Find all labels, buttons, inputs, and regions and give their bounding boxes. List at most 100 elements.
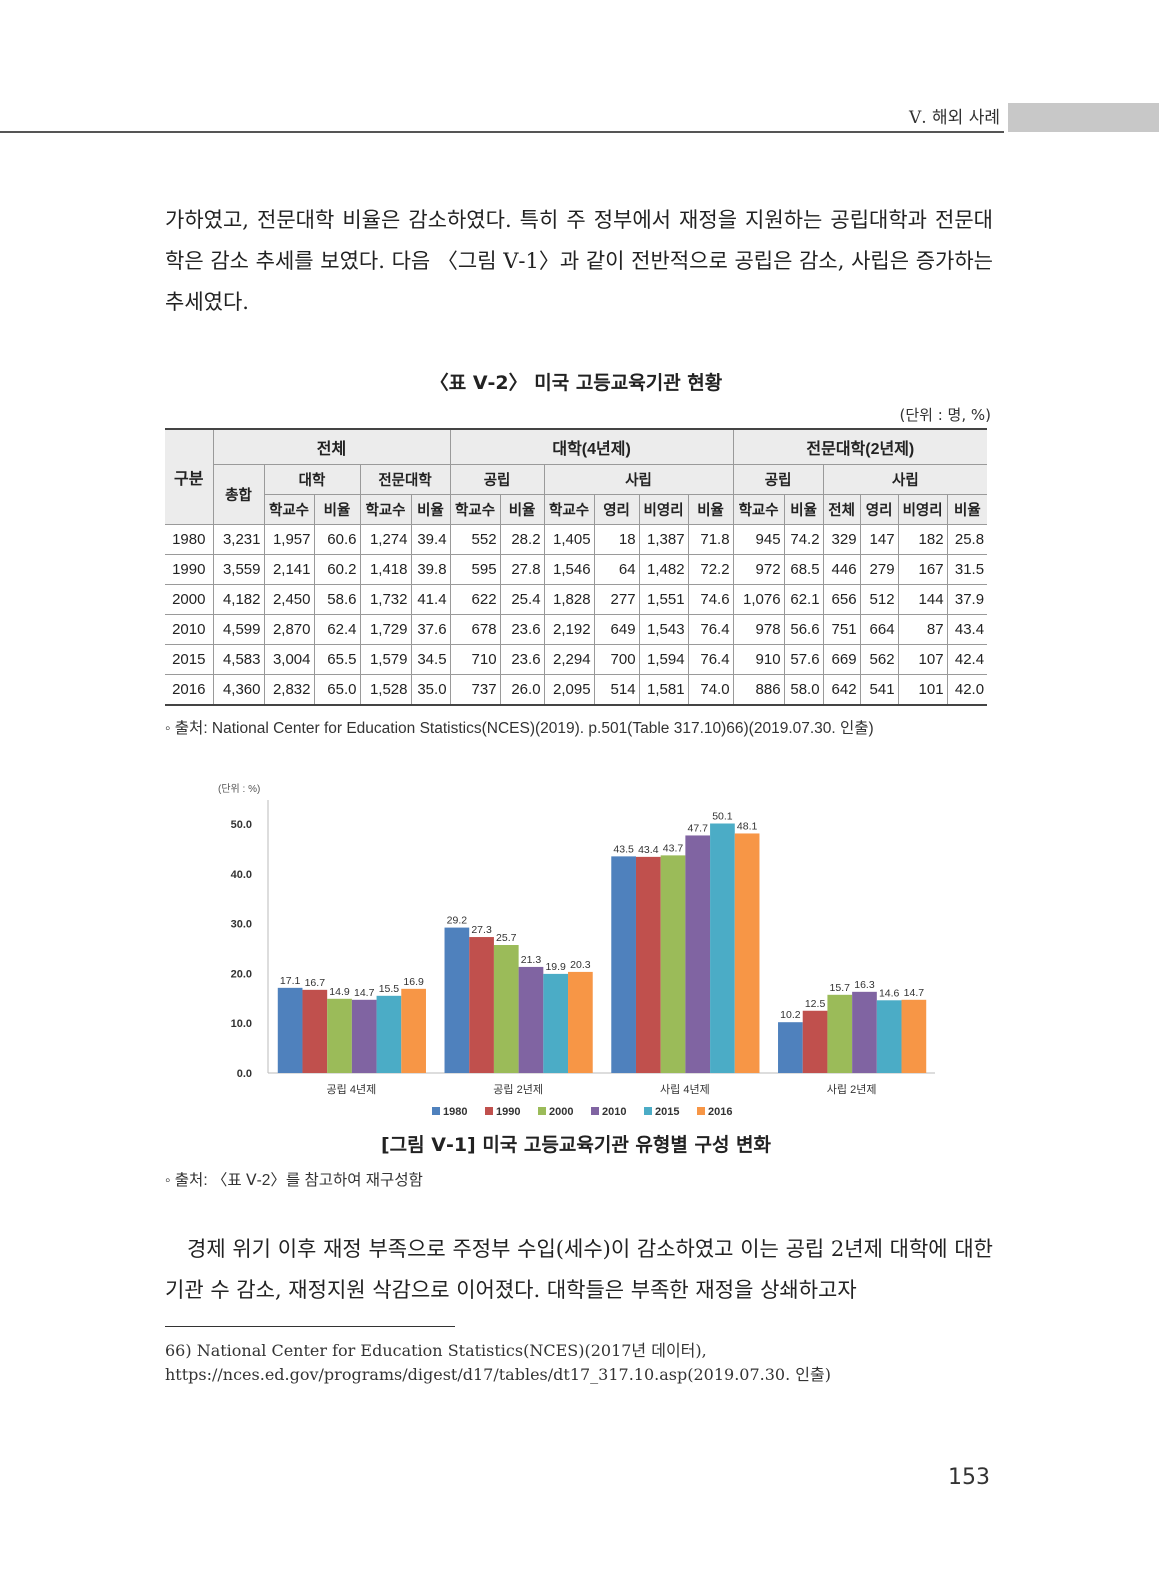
table-cell: 39.4 [410,524,451,555]
legend-label: 2010 [602,1106,626,1118]
footnote: 66) National Center for Education Statis… [165,1341,831,1384]
table-cell: 2,192 [543,614,595,645]
bar-2016 [401,988,426,1073]
table-cell: 60.2 [313,554,361,585]
table-cell: 74.0 [687,674,734,706]
table-cell: 28.2 [499,524,545,555]
data-label: 16.7 [305,977,326,989]
table-cell: 2,832 [263,674,315,706]
table-cell: 31.5 [946,554,988,585]
bar-2010 [685,835,711,1073]
table-cell: 57.6 [783,644,824,675]
legend-swatch-1990 [485,1107,493,1115]
legend-label: 2000 [549,1106,573,1118]
table-row: 2016 4,360 2,832 65.0 1,528 35.0 737 26.0 2,095 5… [165,674,988,706]
bar-1980 [444,927,470,1073]
bar-2016 [734,833,760,1073]
subheader-cell: 비율 [410,494,451,525]
data-label: 14.7 [354,987,375,999]
table-cell: 945 [732,524,785,555]
table-cell: 700 [593,644,640,675]
subheader-cell: 학교수 [359,494,412,525]
data-label: 14.6 [879,987,900,999]
bar-1980 [277,987,303,1073]
data-label: 25.7 [496,932,517,944]
data-label: 15.7 [830,982,851,994]
header-public2: 공립 [732,464,824,495]
year-cell: 2015 [165,644,214,675]
table-cell: 62.1 [783,584,824,615]
table-cell: 58.0 [783,674,824,706]
table-cell: 2,141 [263,554,315,585]
data-label: 16.3 [854,979,875,991]
table-source: ◦ 출처: National Center for Education Stat… [165,720,874,737]
table-cell: 1,543 [638,614,689,645]
body-paragraph-2: 경제 위기 이후 재정 부족으로 주정부 수입(세수)이 감소하였고 이는 공립… [165,1237,993,1302]
bar-1990 [302,989,328,1073]
table-cell: 27.8 [499,554,545,585]
table-cell: 101 [897,674,948,706]
table-cell: 39.8 [410,554,451,585]
category-label: 공립 2년제 [493,1083,543,1096]
bar-1990 [469,937,494,1073]
header-college2: 전문대학(2년제) [732,428,988,465]
subheader-cell: 학교수 [732,494,785,525]
subheader-cell: 비영리 [897,494,948,525]
legend-swatch-2015 [644,1107,652,1115]
table-cell: 2,095 [543,674,595,706]
data-label: 27.3 [471,924,492,936]
table-cell: 41.4 [410,584,451,615]
table-cell: 25.4 [499,584,545,615]
subheader-cell: 비율 [499,494,545,525]
legend-swatch-1980 [432,1107,440,1115]
subheader-cell: 비율 [687,494,734,525]
category-label: 공립 4년제 [327,1083,377,1096]
header-sum: 총합 [213,464,265,525]
header-univ: 대학 [263,464,361,495]
table-cell: 279 [859,554,899,585]
table-cell: 42.4 [946,644,988,675]
table-cell: 4,583 [212,644,265,675]
table-title: 〈표 Ⅴ-2〉 미국 고등교육기관 현황 [429,372,723,394]
table-cell: 1,274 [359,524,412,555]
table-cell: 541 [859,674,899,706]
data-label: 17.1 [280,975,301,987]
data-label: 43.7 [663,842,684,854]
data-label: 20.3 [570,959,591,971]
data-label: 21.3 [521,954,542,966]
subheader-cell: 비율 [313,494,361,525]
table-cell: 1,528 [359,674,412,706]
table-cell: 107 [897,644,948,675]
header-rule [0,131,1004,133]
table-cell: 74.6 [687,584,734,615]
bar-2015 [876,1000,902,1073]
table-cell: 910 [732,644,785,675]
table-unit: (단위 : 명, %) [899,406,991,424]
data-label: 43.4 [638,844,659,856]
table-cell: 58.6 [313,584,361,615]
year-cell: 2000 [165,584,214,615]
header-tab [1008,103,1159,132]
table-cell: 710 [449,644,501,675]
subheader-cell: 영리 [859,494,899,525]
legend-label: 1990 [496,1106,520,1118]
table-cell: 678 [449,614,501,645]
table-cell: 76.4 [687,614,734,645]
data-label: 50.1 [712,811,733,823]
table-cell: 886 [732,674,785,706]
table-cell: 182 [897,524,948,555]
data-label: 48.1 [737,820,758,832]
data-label: 19.9 [545,961,566,973]
legend-swatch-2016 [697,1107,705,1115]
header-private: 사립 [543,464,734,495]
bar-2015 [543,973,569,1073]
bar-2010 [351,999,377,1073]
data-label: 29.2 [447,915,468,927]
table-cell: 1,579 [359,644,412,675]
table-cell: 35.0 [410,674,451,706]
table-cell: 1,594 [638,644,689,675]
table-cell: 1,729 [359,614,412,645]
table-cell: 669 [822,644,861,675]
bar-1980 [611,856,636,1073]
bar-2000 [827,994,853,1073]
